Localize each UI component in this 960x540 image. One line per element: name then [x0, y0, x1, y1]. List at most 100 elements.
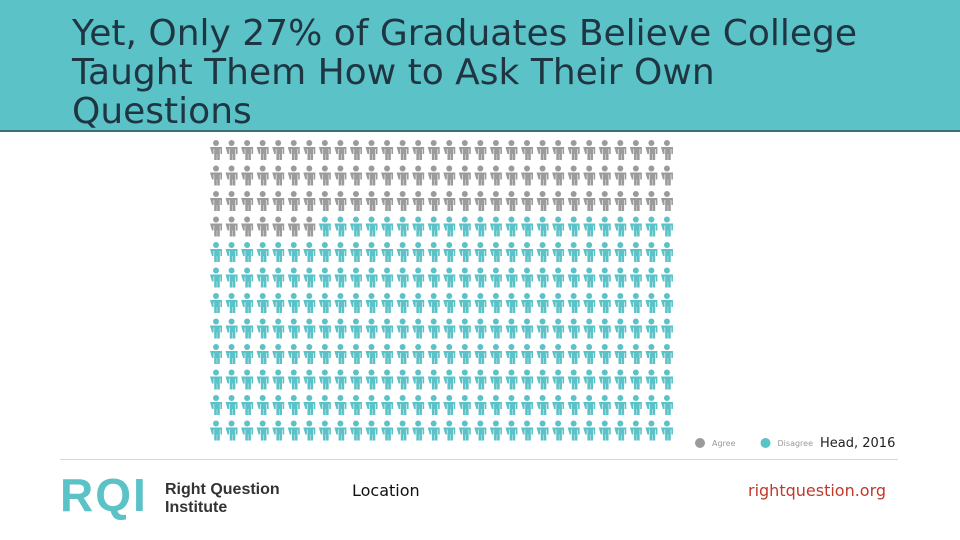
person-icon [629, 395, 642, 415]
icon-head [586, 267, 593, 274]
icon-body [365, 198, 378, 211]
icon-head [290, 293, 297, 299]
icon-body [521, 351, 533, 364]
icon-head [524, 216, 530, 223]
person-icon [241, 191, 254, 211]
icon-head [275, 191, 282, 197]
person-icon [598, 318, 611, 339]
icon-body [365, 274, 378, 288]
icon-head [477, 293, 484, 299]
icon-body [645, 249, 658, 262]
person-icon [583, 165, 596, 186]
person-icon [365, 191, 378, 211]
icon-body [396, 427, 409, 441]
icon-body [256, 427, 269, 441]
icon-head [213, 318, 219, 325]
icon-body [225, 198, 238, 211]
icon-head [601, 369, 608, 376]
icon-head [259, 242, 266, 248]
icon-head [306, 318, 313, 325]
person-icon [427, 293, 440, 313]
icon-head [259, 216, 266, 223]
person-icon [629, 242, 642, 262]
icon-body [349, 427, 362, 441]
person-icon [427, 420, 440, 441]
person-icon [225, 344, 238, 364]
icon-head [321, 395, 328, 401]
icon-body [427, 198, 440, 211]
icon-body [381, 172, 394, 186]
icon-body [629, 300, 642, 313]
person-icon [458, 140, 471, 160]
icon-head [477, 344, 484, 350]
icon-head [244, 267, 251, 274]
icon-head [492, 395, 499, 401]
website[interactable]: rightquestion.org [748, 481, 887, 500]
icon-head [399, 395, 406, 401]
icon-head [663, 242, 670, 248]
person-icon [396, 344, 409, 364]
icon-head [508, 216, 515, 223]
icon-body [287, 172, 300, 186]
icon-body [567, 427, 580, 441]
icon-body [256, 300, 269, 313]
person-icon [505, 344, 518, 364]
person-icon [614, 140, 627, 160]
person-icon [241, 216, 254, 237]
person-icon [567, 369, 580, 390]
icon-head [617, 242, 624, 248]
person-icon [303, 369, 316, 390]
location: Location [352, 481, 420, 500]
icon-head [648, 318, 655, 325]
icon-head [228, 242, 235, 248]
icon-head [430, 420, 437, 427]
icon-body [552, 402, 565, 415]
person-icon [241, 140, 254, 160]
icon-head [430, 293, 437, 299]
person-icon [598, 165, 611, 186]
icon-head [415, 420, 422, 427]
icon-body [489, 351, 502, 364]
icon-body [365, 172, 378, 186]
icon-body [505, 172, 518, 186]
icon-body [349, 402, 362, 415]
icon-body [614, 376, 627, 390]
icon-body [458, 249, 471, 262]
person-icon [660, 293, 673, 313]
person-icon [443, 216, 456, 237]
icon-head [399, 293, 406, 299]
icon-head [648, 293, 655, 299]
icon-body [598, 300, 611, 313]
person-icon [521, 165, 533, 186]
person-icon [272, 140, 285, 160]
icon-body [210, 351, 222, 364]
person-icon [365, 395, 378, 415]
icon-body [241, 147, 254, 160]
person-icon [474, 140, 487, 160]
person-icon [583, 140, 596, 160]
icon-head [290, 140, 297, 146]
person-icon [552, 395, 565, 415]
icon-head [601, 293, 608, 299]
icon-head [244, 395, 251, 401]
icon-body [396, 402, 409, 415]
icon-body [303, 249, 316, 262]
icon-body [225, 249, 238, 262]
icon-head [368, 242, 375, 248]
person-icon [583, 293, 596, 313]
icon-body [396, 198, 409, 211]
person-icon [427, 369, 440, 390]
person-icon [334, 344, 347, 364]
person-icon [349, 191, 362, 211]
person-icon [256, 293, 269, 313]
icon-body [365, 325, 378, 339]
icon-body [443, 376, 456, 390]
person-icon [381, 293, 394, 313]
person-icon [629, 344, 642, 364]
icon-head [539, 191, 546, 197]
person-icon [318, 318, 331, 339]
person-icon [567, 420, 580, 441]
person-icon [474, 191, 487, 211]
slide-title: Yet, Only 27% of Graduates Believe Colle… [72, 13, 858, 132]
icon-head [601, 267, 608, 274]
